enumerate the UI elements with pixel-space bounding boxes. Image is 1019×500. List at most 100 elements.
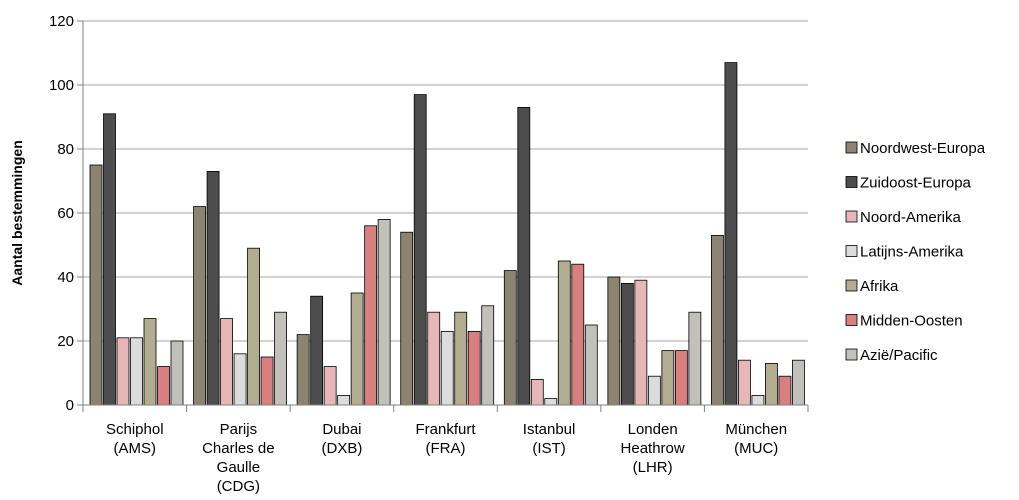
legend-label: Noordwest-Europa bbox=[860, 140, 986, 157]
x-category-label: Parijs bbox=[220, 421, 258, 438]
x-category-label: (AMS) bbox=[114, 440, 157, 457]
bar-noordwest-europa-2 bbox=[296, 334, 310, 406]
legend-item: Latijns-Amerika bbox=[845, 244, 964, 261]
bar-zuidoost-europa-5 bbox=[620, 282, 634, 406]
bar-midden-oosten-5 bbox=[674, 350, 688, 406]
bar-midden-oosten-6 bbox=[778, 375, 792, 406]
bar-azi-pacific-3 bbox=[481, 305, 495, 406]
legend-label: Zuidoost-Europa bbox=[860, 175, 972, 192]
axes bbox=[82, 21, 809, 412]
legend-swatch bbox=[845, 245, 858, 257]
x-category-label: Gaulle bbox=[217, 459, 260, 476]
y-tick-label: 80 bbox=[57, 141, 74, 158]
x-axis-categories: Schiphol (AMS) Parijs Charles de Gaulle (CDG)… bbox=[106, 421, 787, 495]
y-tick-label: 20 bbox=[57, 333, 74, 350]
bar-latijns-amerika-1 bbox=[233, 353, 247, 406]
bar-afrika-0 bbox=[143, 318, 157, 406]
bar-afrika-1 bbox=[247, 247, 260, 406]
bar-noord-amerika-0 bbox=[116, 337, 130, 406]
bar-zuidoost-europa-3 bbox=[413, 94, 427, 406]
bar-midden-oosten-1 bbox=[260, 356, 274, 406]
legend-swatch bbox=[845, 348, 858, 361]
bar-noordwest-europa-1 bbox=[193, 206, 206, 406]
bar-midden-oosten-3 bbox=[467, 330, 481, 406]
bar-afrika-6 bbox=[765, 362, 778, 406]
x-category-label: (IST) bbox=[532, 440, 565, 457]
bar-azi-pacific-2 bbox=[377, 218, 391, 406]
x-category-label: Londen bbox=[628, 421, 678, 438]
bar-noord-amerika-1 bbox=[220, 318, 233, 406]
x-category-label: München bbox=[725, 421, 787, 438]
bar-azi-pacific-5 bbox=[688, 311, 702, 406]
legend-swatch bbox=[845, 176, 858, 188]
bar-noordwest-europa-6 bbox=[711, 234, 724, 406]
x-category-label: Charles de bbox=[202, 440, 275, 457]
legend-label: Midden-Oosten bbox=[860, 313, 963, 330]
bar-latijns-amerika-4 bbox=[544, 398, 558, 406]
bar-azi-pacific-4 bbox=[584, 324, 598, 406]
legend-label: Afrika bbox=[860, 278, 899, 295]
bar-zuidoost-europa-6 bbox=[724, 62, 738, 406]
bar-latijns-amerika-0 bbox=[130, 337, 143, 406]
bar-noord-amerika-2 bbox=[323, 366, 337, 406]
gridlines bbox=[83, 20, 808, 342]
bar-afrika-2 bbox=[350, 292, 364, 406]
bar-midden-oosten-0 bbox=[157, 366, 170, 406]
y-axis-ticks: 0 20 40 60 80 100 120 bbox=[49, 13, 83, 414]
bar-noord-amerika-3 bbox=[427, 311, 441, 406]
bar-latijns-amerika-2 bbox=[337, 394, 351, 406]
x-category-label: (FRA) bbox=[426, 440, 466, 457]
bar-zuidoost-europa-4 bbox=[517, 107, 531, 406]
bar-midden-oosten-2 bbox=[364, 225, 378, 406]
bar-noordwest-europa-5 bbox=[607, 276, 621, 406]
y-tick-label: 0 bbox=[66, 397, 74, 414]
bar-noord-amerika-5 bbox=[634, 279, 648, 406]
bar-azi-pacific-1 bbox=[274, 311, 287, 406]
bar-noord-amerika-4 bbox=[530, 378, 544, 406]
bars bbox=[89, 62, 805, 406]
legend-item: Afrika bbox=[845, 278, 899, 295]
bar-latijns-amerika-6 bbox=[751, 394, 765, 406]
legend-item: Noord-Amerika bbox=[845, 209, 962, 226]
legend-item: Midden-Oosten bbox=[845, 313, 963, 330]
bar-afrika-5 bbox=[661, 350, 675, 406]
x-category-label: Heathrow bbox=[621, 440, 685, 457]
legend-label: Azië/Pacific bbox=[860, 347, 938, 364]
y-tick-label: 120 bbox=[49, 13, 74, 30]
legend: Noordwest-Europa Zuidoost-Europa Noord-Ame… bbox=[845, 140, 986, 364]
bar-azi-pacific-0 bbox=[170, 340, 184, 406]
x-category-label: (MUC) bbox=[734, 440, 778, 457]
bar-noordwest-europa-4 bbox=[503, 270, 517, 406]
y-tick-label: 100 bbox=[49, 77, 74, 94]
bar-afrika-3 bbox=[454, 311, 468, 406]
bar-zuidoost-europa-1 bbox=[206, 170, 220, 406]
x-category-label: Frankfurt bbox=[415, 421, 476, 438]
bar-noordwest-europa-0 bbox=[89, 164, 103, 406]
legend-label: Latijns-Amerika bbox=[860, 244, 964, 261]
legend-item: Zuidoost-Europa bbox=[845, 175, 972, 192]
legend-swatch bbox=[845, 314, 858, 326]
y-axis-label: Aantal bestemmingen bbox=[9, 140, 25, 285]
x-category-label: Dubai bbox=[322, 421, 361, 438]
bar-afrika-4 bbox=[557, 260, 571, 406]
bar-zuidoost-europa-0 bbox=[103, 113, 116, 406]
x-category-label: (LHR) bbox=[633, 459, 673, 476]
bar-midden-oosten-4 bbox=[571, 263, 585, 406]
x-category-label: (DXB) bbox=[322, 440, 363, 457]
bar-noord-amerika-6 bbox=[738, 359, 751, 406]
bar-azi-pacific-6 bbox=[792, 359, 805, 406]
legend-item: Noordwest-Europa bbox=[845, 140, 986, 157]
legend-swatch bbox=[845, 210, 858, 223]
legend-label: Noord-Amerika bbox=[860, 209, 962, 226]
bar-latijns-amerika-3 bbox=[440, 330, 454, 406]
legend-item: Azië/Pacific bbox=[845, 347, 938, 364]
x-category-label: Istanbul bbox=[523, 421, 576, 438]
bar-zuidoost-europa-2 bbox=[310, 295, 324, 406]
x-category-label: Schiphol bbox=[106, 421, 164, 438]
legend-swatch bbox=[845, 279, 858, 292]
x-category-label: (CDG) bbox=[217, 478, 260, 495]
bar-latijns-amerika-5 bbox=[647, 375, 661, 406]
y-tick-label: 40 bbox=[57, 269, 74, 286]
y-tick-label: 60 bbox=[57, 205, 74, 222]
